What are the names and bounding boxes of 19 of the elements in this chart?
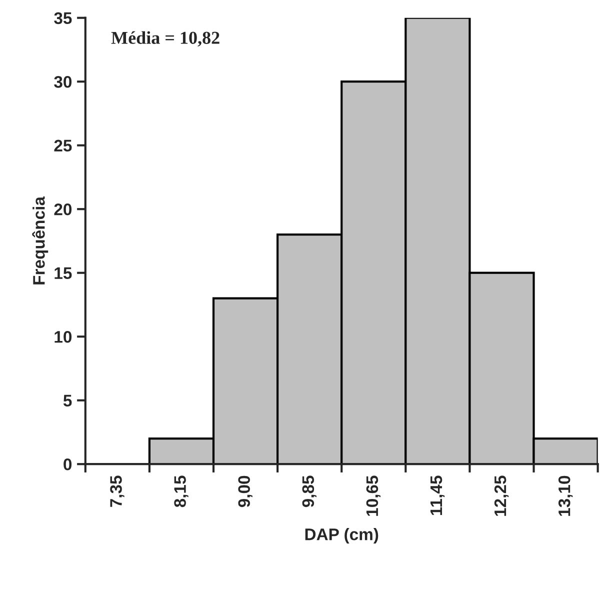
x-tick-label: 10,65 [366, 476, 381, 516]
annotation: Média = 10,82 [111, 31, 220, 47]
x-tick-label: 9,00 [238, 476, 252, 508]
x-tick-label: 12,25 [494, 476, 509, 516]
x-tick-label: 8,15 [174, 476, 188, 508]
y-tick-label: 10 [54, 331, 72, 343]
x-axis-title: DAP (cm) [305, 528, 378, 544]
y-tick-label: 15 [54, 267, 72, 280]
x-tick-label: 7,35 [110, 476, 124, 507]
x-tick-label: 11,45 [430, 476, 445, 515]
x-tick-label: 13,10 [558, 476, 573, 516]
y-tick-label: 0 [64, 458, 72, 470]
y-tick-label: 30 [54, 76, 72, 88]
y-tick-label: 35 [54, 12, 72, 24]
y-tick-label: 20 [54, 204, 72, 216]
x-tick-label: 9,85 [302, 476, 316, 508]
y-tick-label: 25 [54, 140, 72, 152]
y-tick-label: 5 [63, 394, 72, 407]
y-axis-title: Frequência [32, 196, 48, 284]
